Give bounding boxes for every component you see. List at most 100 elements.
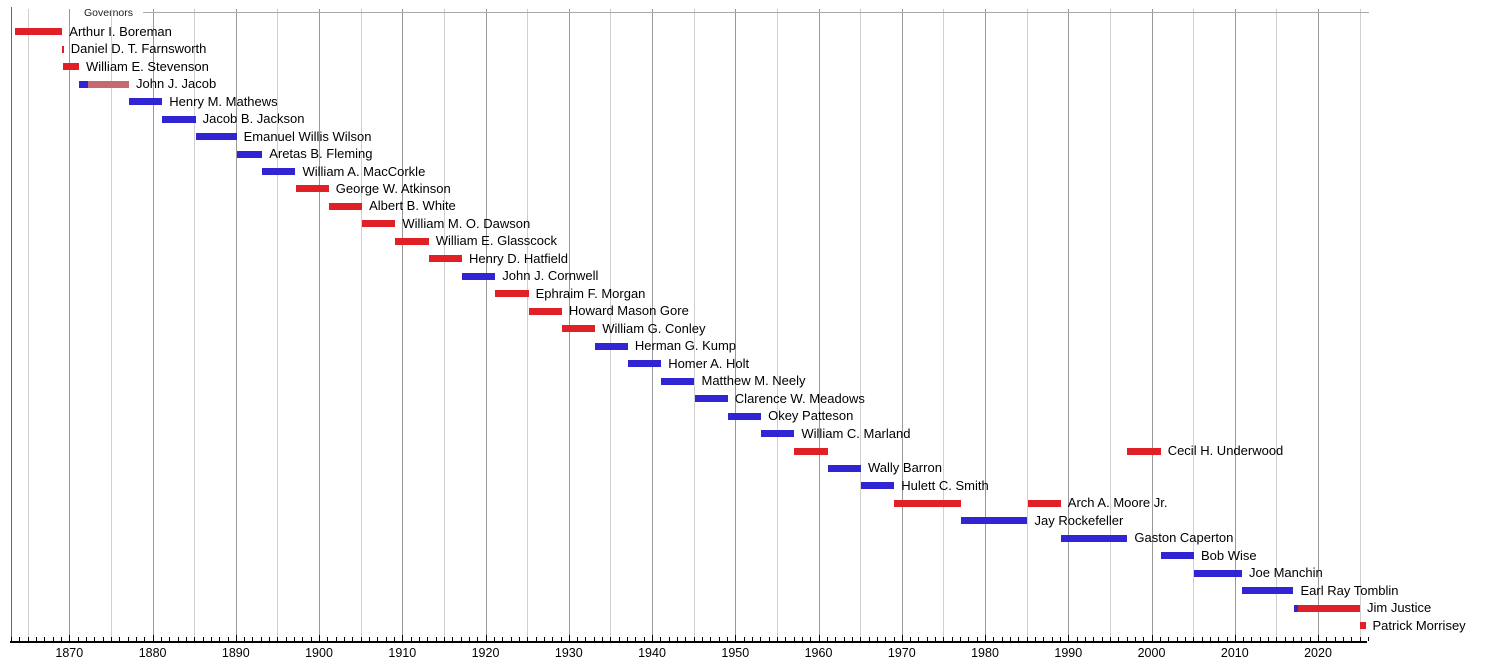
governor-name-label: Matthew M. Neely	[701, 373, 806, 389]
gridline-1920	[485, 9, 487, 641]
axis-tick	[1184, 637, 1186, 641]
term-bar-democratic	[727, 412, 762, 420]
axis-tick	[493, 637, 495, 641]
term-bar-democratic	[694, 395, 728, 403]
term-bar-republican	[428, 255, 462, 263]
axis-tick	[843, 637, 845, 641]
axis-tick	[1351, 637, 1353, 641]
gridline-1945	[693, 9, 695, 641]
term-bar-republican	[395, 237, 429, 245]
gridline-2005	[1193, 9, 1195, 641]
governor-name-label: Henry M. Mathews	[169, 93, 278, 109]
axis-tick	[1309, 637, 1311, 641]
gridline-2025	[1359, 9, 1361, 641]
axis-tick	[1334, 637, 1336, 641]
axis-tick-label: 2000	[1137, 646, 1166, 660]
axis-tick	[377, 637, 379, 641]
axis-tick	[727, 637, 728, 641]
governor-name-label: Herman G. Kump	[634, 338, 737, 354]
term-bar-democratic	[262, 168, 296, 175]
axis-tick	[535, 637, 537, 641]
axis-tick	[1259, 637, 1261, 641]
axis-tick	[1159, 637, 1161, 641]
governor-name-label: Howard Mason Gore	[568, 303, 689, 319]
axis-tick	[44, 637, 46, 641]
axis-tick	[1326, 637, 1328, 641]
governor-name-label: George W. Atkinson	[335, 180, 451, 196]
governor-name-label: Aretas B. Fleming	[269, 146, 373, 161]
governor-name-label: Homer A. Holt	[668, 355, 750, 371]
axis-tick	[1035, 637, 1036, 641]
governor-name-label: Albert B. White	[369, 198, 456, 214]
term-bar-democratic	[1060, 534, 1128, 542]
axis-tick	[685, 637, 687, 641]
axis-tick	[643, 637, 645, 641]
term-bar-democratic	[627, 360, 662, 368]
axis-tick	[860, 637, 862, 641]
gridline-1915	[443, 9, 445, 641]
axis-tick-label: 2010	[1220, 646, 1249, 660]
governor-name-label: Patrick Morrisey	[1372, 617, 1466, 633]
term-bar-democratic	[162, 115, 196, 123]
governor-name-label: William G. Conley	[602, 320, 706, 336]
axis-tick	[602, 637, 604, 641]
axis-tick	[61, 637, 62, 641]
axis-tick	[660, 637, 662, 641]
governor-name-label: Jacob B. Jackson	[202, 111, 305, 126]
chart-title: Governors	[84, 7, 134, 19]
axis-tick	[402, 635, 404, 641]
axis-tick	[735, 635, 737, 641]
axis-tick	[785, 637, 787, 641]
axis-tick-label: 2020	[1304, 646, 1332, 660]
axis-tick	[1218, 637, 1220, 641]
axis-tick	[1101, 637, 1103, 641]
gridline-1940	[652, 9, 653, 641]
axis-tick	[269, 637, 271, 641]
term-bar-republican	[14, 28, 63, 36]
axis-tick	[593, 637, 595, 641]
axis-tick	[19, 637, 21, 641]
axis-tick	[1068, 635, 1070, 641]
axis-tick	[294, 637, 296, 641]
axis-tick	[710, 637, 712, 641]
axis-tick	[1126, 637, 1128, 641]
axis-tick-label: 1970	[887, 646, 916, 660]
governor-name-label: Wally Barron	[868, 460, 942, 476]
axis-tick	[1118, 637, 1120, 641]
axis-tick	[918, 637, 920, 641]
term-bar-independent	[87, 80, 129, 88]
axis-tick	[418, 637, 420, 641]
axis-tick	[468, 637, 470, 641]
axis-tick-label: 1980	[971, 646, 999, 660]
axis-tick	[1001, 637, 1003, 641]
axis-tick	[94, 637, 96, 641]
axis-tick	[427, 637, 429, 641]
axis-tick	[460, 637, 462, 641]
axis-tick	[485, 635, 487, 641]
term-bar-democratic	[129, 98, 163, 106]
axis-tick	[219, 637, 221, 641]
axis-tick	[160, 637, 162, 641]
axis-tick	[1243, 637, 1245, 641]
axis-tick	[943, 637, 945, 641]
axis-tick	[743, 637, 745, 641]
axis-tick	[1010, 637, 1011, 641]
axis-tick	[327, 637, 329, 641]
governor-name-label: Hulett C. Smith	[901, 477, 989, 493]
gridline-1885	[194, 9, 196, 641]
gridline-1965	[860, 9, 862, 641]
axis-tick	[835, 637, 837, 641]
axis-tick	[652, 635, 653, 641]
term-bar-democratic	[462, 272, 496, 280]
axis-tick	[885, 637, 887, 641]
gridline-1875	[110, 9, 112, 641]
axis-tick	[1368, 637, 1369, 641]
axis-tick	[127, 637, 129, 641]
gridline-1995	[1109, 9, 1111, 641]
term-bar-republican	[62, 45, 64, 53]
governor-name-label: William M. O. Dawson	[402, 215, 531, 231]
axis-tick	[568, 635, 570, 641]
axis-tick	[618, 637, 620, 641]
term-bar-democratic	[827, 464, 861, 472]
